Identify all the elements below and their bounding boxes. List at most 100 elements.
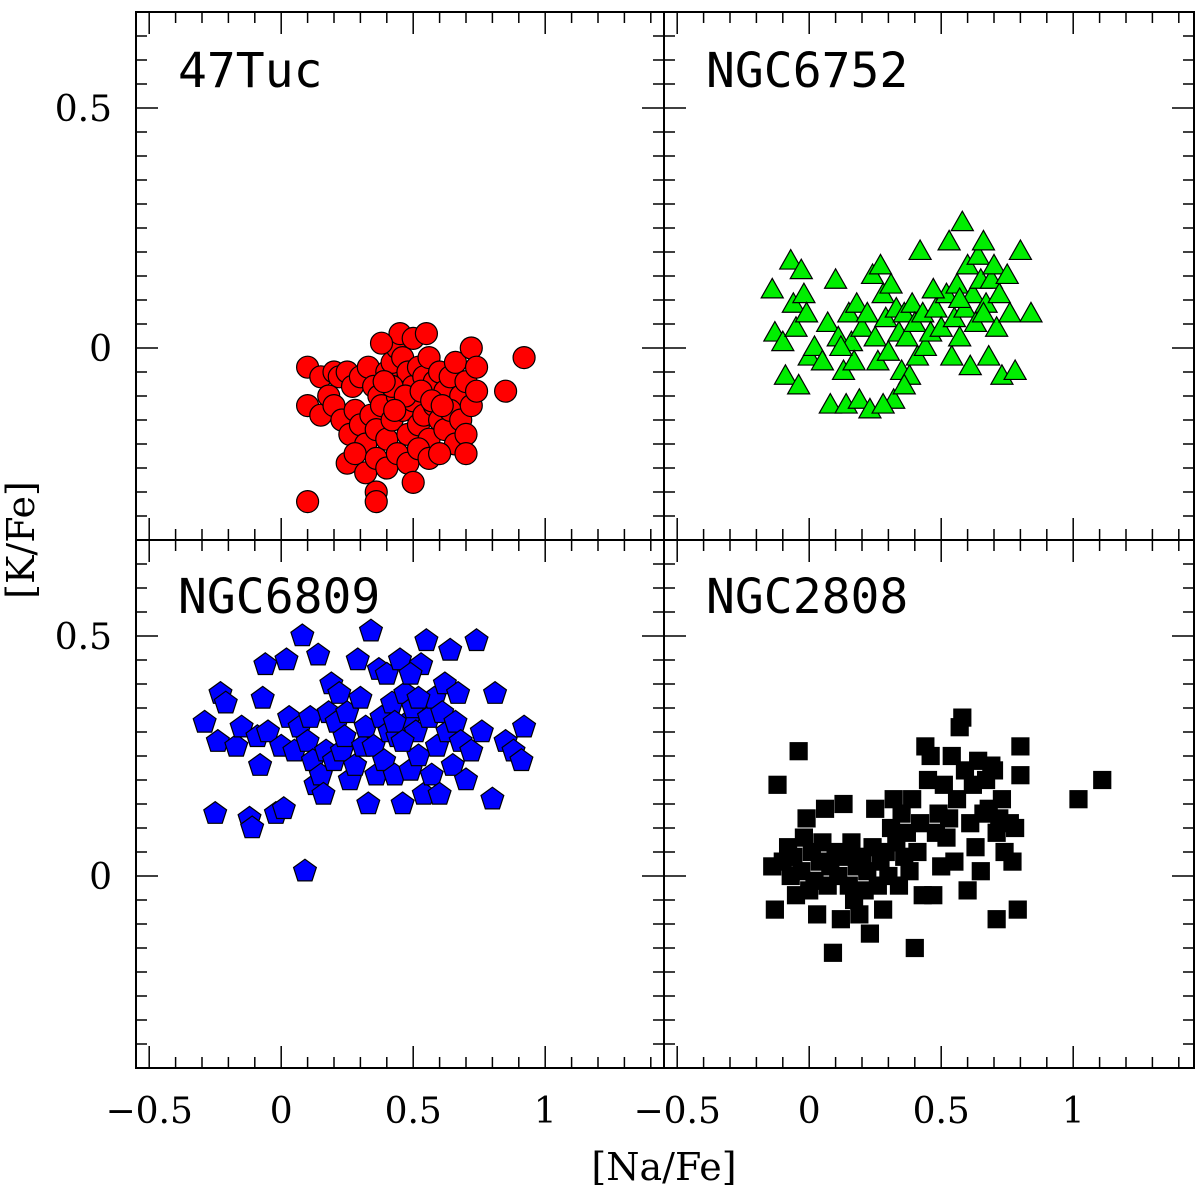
data-point — [1069, 790, 1088, 809]
data-point — [971, 229, 996, 251]
points-ngc6809 — [192, 618, 537, 882]
data-point — [213, 690, 238, 714]
data-point — [794, 301, 819, 323]
data-point — [760, 277, 785, 299]
data-point — [992, 790, 1012, 809]
x-tick-label: −0.5 — [105, 1091, 192, 1132]
data-point — [383, 398, 407, 422]
data-point — [913, 334, 938, 357]
data-point — [192, 709, 217, 733]
data-point — [995, 262, 1020, 285]
panel-ngc6752: NGC6752 — [706, 43, 1044, 419]
data-point — [1011, 737, 1030, 756]
data-point — [981, 253, 1007, 275]
data-point — [942, 746, 961, 766]
data-point — [921, 746, 940, 766]
frame-ngc2808 — [663, 539, 1195, 1069]
data-point — [464, 628, 489, 652]
x-tick-label: 0.5 — [913, 1091, 970, 1132]
data-point — [480, 786, 505, 810]
data-point — [271, 796, 296, 820]
data-point — [849, 315, 875, 337]
panel-title-ngc6752: NGC6752 — [706, 43, 908, 99]
data-point — [808, 905, 827, 924]
data-point — [947, 790, 967, 809]
data-point — [345, 647, 370, 671]
data-point — [815, 799, 835, 818]
y-tick-label: 0.5 — [55, 89, 112, 130]
data-point — [945, 852, 964, 871]
data-point — [905, 938, 924, 958]
data-point — [923, 296, 948, 318]
data-point — [889, 876, 909, 895]
data-point — [295, 728, 320, 752]
y-tick-label: 0 — [89, 329, 112, 370]
data-point — [910, 814, 930, 833]
data-point — [253, 652, 278, 676]
data-point — [414, 322, 438, 346]
data-point — [1003, 358, 1028, 381]
data-point — [966, 838, 985, 857]
data-point — [937, 229, 962, 251]
data-point — [828, 334, 853, 357]
data-point — [900, 862, 919, 881]
data-point — [765, 900, 784, 919]
panel-title-ngc6809: NGC6809 — [178, 569, 380, 625]
data-point — [892, 804, 911, 823]
data-point — [947, 286, 972, 309]
data-point — [343, 752, 368, 776]
data-point — [427, 781, 452, 805]
x-tick-label: −0.5 — [633, 1091, 720, 1132]
data-point — [971, 301, 996, 323]
data-point — [815, 310, 840, 333]
data-point — [369, 331, 394, 355]
data-point — [1018, 301, 1044, 323]
data-point — [464, 379, 489, 403]
data-point — [511, 714, 537, 738]
x-tick-label: 0.5 — [385, 1091, 442, 1132]
data-point — [311, 781, 336, 805]
data-point — [440, 752, 465, 776]
data-point — [382, 709, 407, 733]
panel-title-ngc2808: NGC2808 — [706, 569, 908, 625]
data-point — [786, 373, 811, 395]
data-point — [844, 291, 869, 313]
data-point — [356, 791, 381, 815]
data-point — [778, 248, 803, 270]
data-point — [459, 738, 484, 762]
data-point — [810, 349, 835, 371]
data-point — [894, 325, 919, 347]
data-point — [783, 315, 809, 337]
data-point — [953, 708, 972, 727]
data-point — [966, 243, 991, 265]
data-point — [791, 281, 816, 304]
data-point — [987, 281, 1012, 304]
data-point — [469, 719, 494, 743]
data-point — [1008, 900, 1027, 919]
data-point — [789, 257, 814, 280]
x-tick-label: 0 — [270, 1091, 293, 1132]
data-point — [984, 315, 1009, 337]
data-point — [842, 349, 867, 371]
data-point — [348, 685, 373, 709]
y-axis-label: [K/Fe] — [0, 481, 43, 599]
data-point — [789, 742, 808, 761]
data-point — [918, 770, 938, 790]
data-point — [438, 637, 463, 661]
data-point — [842, 833, 861, 852]
data-point — [406, 685, 431, 709]
data-point — [390, 728, 415, 752]
data-point — [984, 761, 1004, 780]
data-point — [398, 661, 423, 685]
data-point — [847, 387, 872, 409]
data-point — [950, 209, 975, 232]
data-point — [863, 325, 888, 347]
data-point — [372, 370, 396, 394]
data-point — [987, 910, 1006, 929]
data-point — [823, 267, 848, 289]
data-point — [290, 623, 315, 647]
data-point — [203, 800, 228, 824]
data-point — [1003, 852, 1022, 871]
data-point — [445, 680, 471, 704]
data-point — [908, 842, 927, 862]
